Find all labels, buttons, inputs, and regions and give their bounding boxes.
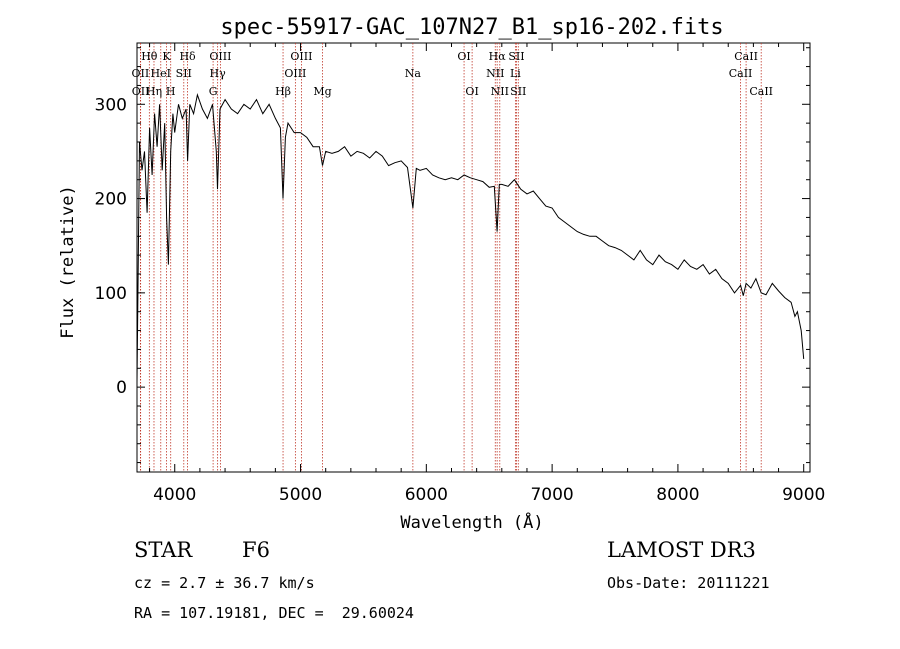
y-tick-label-0: 0 [116, 378, 127, 398]
sky-coordinates: RA = 107.19181, DEC = 29.60024 [134, 604, 414, 622]
line-label-6: H [166, 85, 176, 98]
y-tick-label-1: 100 [95, 284, 127, 304]
object-subclass: F6 [242, 538, 270, 562]
spectrum-series [136, 93, 805, 383]
line-label-15: Mg [313, 85, 331, 98]
object-class: STAR [134, 538, 193, 562]
line-label-13: OIII [290, 50, 312, 63]
line-label-11: G [209, 85, 218, 98]
line-label-9: OIII [209, 50, 231, 63]
survey-name: LAMOST DR3 [607, 538, 756, 562]
y-axis: 0 100 200 300 [95, 47, 810, 464]
x-tick-label-1: 5000 [279, 485, 322, 505]
line-label-1: OII [132, 67, 150, 80]
line-label-26: CaII [729, 67, 753, 80]
line-label-8: Hδ [179, 50, 196, 63]
observation-date: Obs-Date: 20111221 [607, 574, 770, 592]
line-label-10: Hγ [210, 67, 227, 80]
x-axis-label: Wavelength (Å) [400, 511, 543, 533]
y-axis-label: Flux (relative) [58, 185, 78, 339]
line-label-17: OI [457, 50, 470, 63]
line-label-24: SII [510, 85, 526, 98]
line-label-5: K [162, 50, 171, 63]
x-tick-label-5: 9000 [782, 485, 825, 505]
line-label-22: SII [508, 50, 524, 63]
line-label-2: OII [132, 85, 150, 98]
spectral-line-markers [139, 43, 762, 472]
chart-title: spec-55917-GAC_107N27_B1_sp16-202.fits [220, 15, 723, 40]
line-label-18: OI [465, 85, 478, 98]
line-label-16: Na [405, 67, 422, 80]
line-label-23: Li [510, 67, 521, 80]
x-tick-label-2: 6000 [405, 485, 448, 505]
line-label-21: NII [491, 85, 509, 98]
line-label-19: Hα [489, 50, 507, 63]
line-label-12: Hβ [275, 85, 291, 98]
line-label-4: HeI [151, 67, 171, 80]
x-tick-label-3: 7000 [530, 485, 573, 505]
line-label-27: CaII [749, 85, 773, 98]
line-label-7: SII [176, 67, 192, 80]
redshift-cz: cz = 2.7 ± 36.7 km/s [134, 574, 315, 592]
line-label-25: CaII [734, 50, 758, 63]
y-tick-label-3: 300 [95, 95, 127, 115]
x-tick-label-0: 4000 [153, 485, 196, 505]
line-label-14: OIII [284, 67, 306, 80]
x-tick-label-4: 8000 [656, 485, 699, 505]
line-label-3: Hη [146, 85, 162, 98]
plot-frame [136, 42, 811, 473]
x-axis: 4000 5000 6000 7000 8000 9000 [149, 43, 825, 505]
line-label-20: NII [486, 67, 504, 80]
y-tick-label-2: 200 [95, 190, 127, 210]
line-label-0: Hθ [141, 50, 158, 63]
